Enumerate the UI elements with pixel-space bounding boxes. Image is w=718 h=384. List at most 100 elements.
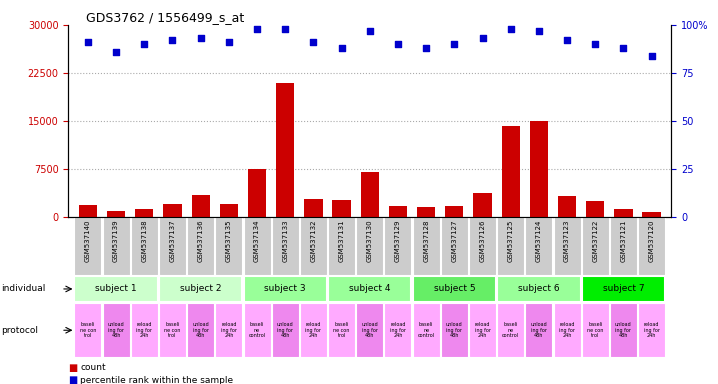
- Text: baseli
ne con
trol: baseli ne con trol: [80, 322, 96, 338]
- Text: GSM537120: GSM537120: [648, 220, 655, 262]
- Bar: [276, 83, 294, 217]
- Point: [139, 41, 150, 47]
- Text: GSM537121: GSM537121: [620, 220, 626, 262]
- Bar: [384, 303, 411, 357]
- Bar: [131, 217, 158, 275]
- Text: subject 7: subject 7: [602, 285, 644, 293]
- Bar: [610, 303, 637, 357]
- Bar: [328, 303, 355, 357]
- Bar: [530, 121, 548, 217]
- Text: ■: ■: [68, 363, 78, 373]
- Bar: [271, 217, 299, 275]
- Bar: [554, 303, 581, 357]
- Bar: [469, 217, 496, 275]
- Bar: [75, 217, 101, 275]
- Text: GSM537131: GSM537131: [339, 220, 345, 263]
- Text: GSM537132: GSM537132: [310, 220, 317, 262]
- Bar: [413, 217, 439, 275]
- Bar: [417, 207, 435, 217]
- Text: baseli
ne
control: baseli ne control: [418, 322, 434, 338]
- Bar: [526, 217, 552, 275]
- Point: [251, 26, 263, 32]
- Bar: [582, 276, 665, 302]
- Bar: [558, 197, 577, 217]
- Point: [646, 53, 658, 59]
- Bar: [75, 276, 158, 302]
- Point: [589, 41, 601, 47]
- Bar: [243, 303, 271, 357]
- Bar: [356, 217, 383, 275]
- Bar: [638, 217, 665, 275]
- Text: unload
ing for
48h: unload ing for 48h: [192, 322, 209, 338]
- Bar: [131, 303, 158, 357]
- Bar: [445, 206, 464, 217]
- Text: subject 1: subject 1: [95, 285, 137, 293]
- Bar: [497, 276, 581, 302]
- Text: GSM537134: GSM537134: [254, 220, 260, 262]
- Point: [279, 26, 291, 32]
- Text: subject 4: subject 4: [349, 285, 391, 293]
- Point: [195, 35, 206, 41]
- Point: [392, 41, 404, 47]
- Text: subject 5: subject 5: [434, 285, 475, 293]
- Bar: [271, 303, 299, 357]
- Point: [477, 35, 488, 41]
- Bar: [300, 303, 327, 357]
- Bar: [441, 303, 468, 357]
- Bar: [243, 276, 327, 302]
- Bar: [388, 206, 407, 217]
- Text: reload
ing for
24h: reload ing for 24h: [559, 322, 575, 338]
- Bar: [582, 303, 609, 357]
- Bar: [497, 217, 524, 275]
- Text: subject 6: subject 6: [518, 285, 560, 293]
- Text: GSM537126: GSM537126: [480, 220, 485, 262]
- Point: [82, 39, 93, 45]
- Bar: [215, 303, 243, 357]
- Text: subject 3: subject 3: [264, 285, 306, 293]
- Bar: [332, 200, 351, 217]
- Text: GSM537139: GSM537139: [113, 220, 119, 263]
- Bar: [187, 217, 214, 275]
- Bar: [220, 204, 238, 217]
- Bar: [469, 303, 496, 357]
- Bar: [554, 217, 581, 275]
- Bar: [103, 217, 130, 275]
- Text: GSM537140: GSM537140: [85, 220, 91, 262]
- Point: [307, 39, 319, 45]
- Bar: [360, 172, 379, 217]
- Bar: [526, 303, 552, 357]
- Text: GSM537129: GSM537129: [395, 220, 401, 262]
- Text: baseli
ne
control: baseli ne control: [248, 322, 266, 338]
- Bar: [192, 195, 210, 217]
- Bar: [187, 303, 214, 357]
- Point: [364, 28, 376, 34]
- Text: GSM537127: GSM537127: [452, 220, 457, 262]
- Bar: [384, 217, 411, 275]
- Text: subject 2: subject 2: [180, 285, 221, 293]
- Bar: [304, 199, 322, 217]
- Text: GSM537138: GSM537138: [141, 220, 147, 263]
- Bar: [75, 303, 101, 357]
- Bar: [243, 217, 271, 275]
- Bar: [638, 303, 665, 357]
- Point: [533, 28, 545, 34]
- Text: count: count: [80, 363, 106, 372]
- Bar: [413, 303, 439, 357]
- Bar: [79, 205, 97, 217]
- Point: [449, 41, 460, 47]
- Bar: [159, 303, 186, 357]
- Text: GSM537122: GSM537122: [592, 220, 598, 262]
- Text: baseli
ne con
trol: baseli ne con trol: [587, 322, 603, 338]
- Bar: [497, 303, 524, 357]
- Bar: [643, 212, 661, 217]
- Bar: [610, 217, 637, 275]
- Text: GSM537135: GSM537135: [226, 220, 232, 262]
- Text: GSM537124: GSM537124: [536, 220, 542, 262]
- Point: [336, 45, 348, 51]
- Text: unload
ing for
48h: unload ing for 48h: [531, 322, 547, 338]
- Bar: [586, 201, 605, 217]
- Bar: [300, 217, 327, 275]
- Bar: [582, 217, 609, 275]
- Point: [561, 37, 573, 43]
- Text: reload
ing for
24h: reload ing for 24h: [221, 322, 237, 338]
